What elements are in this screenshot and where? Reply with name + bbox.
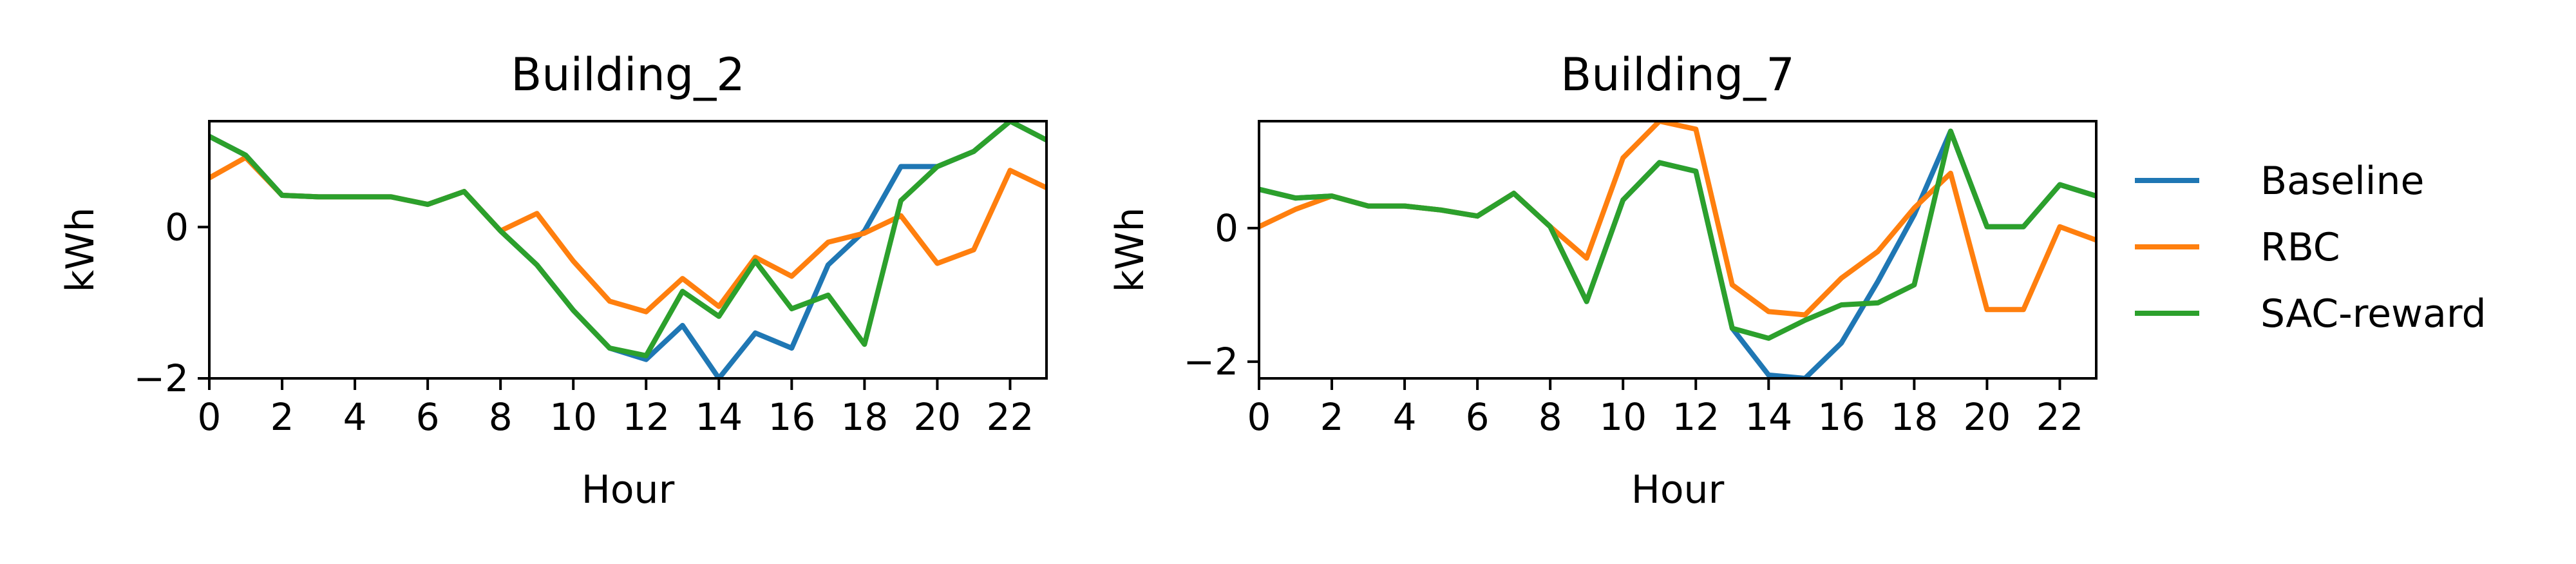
x-tick-label: 2 [1320,395,1344,439]
y-axis-label: kWh [58,207,103,292]
x-tick-label: 8 [489,395,513,439]
series-group [209,121,1046,378]
series-line-baseline [209,121,1046,378]
legend-label: Baseline [2260,159,2424,204]
chart-title: Building_2 [511,48,745,101]
x-tick-label: 18 [840,395,888,439]
chart-title: Building_7 [1560,48,1795,101]
x-tick-label: 4 [343,395,367,439]
x-tick-label: 16 [1817,395,1865,439]
x-tick-label: 12 [1672,395,1719,439]
series-line-sac-reward [209,121,1046,358]
x-axis-label: Hour [582,467,675,512]
x-tick-label: 12 [622,395,670,439]
x-tick-label: 20 [914,395,961,439]
x-tick-label: 10 [1599,395,1647,439]
x-tick-label: 2 [270,395,294,439]
x-tick-label: 6 [1466,395,1490,439]
x-tick-label: 14 [1745,395,1792,439]
x-tick-label: 16 [768,395,815,439]
x-axis-label: Hour [1631,467,1725,512]
legend: Baseline RBC SAC-reward [2135,159,2486,336]
y-tick-label: −2 [134,356,189,400]
x-tick-label: 14 [695,395,743,439]
y-tick-label: 0 [1215,206,1238,250]
x-tick-label: 8 [1539,395,1562,439]
y-tick-label: 0 [165,205,189,249]
x-tick-label: 22 [2036,395,2084,439]
x-tick-label: 10 [549,395,597,439]
series-line-rbc [1259,121,2096,318]
series-line-sac-reward [1259,128,2096,341]
x-tick-label: 18 [1890,395,1938,439]
legend-label: SAC-reward [2260,291,2486,336]
plot-frame [1258,120,2098,380]
y-axis-label: kWh [1108,207,1153,292]
x-tick-label: 22 [987,395,1034,439]
y-tick-label: −2 [1184,340,1239,384]
series-group [1259,121,2096,378]
x-tick-label: 0 [1247,395,1271,439]
legend-label: RBC [2260,225,2340,270]
x-tick-label: 6 [416,395,440,439]
x-tick-label: 20 [1964,395,2011,439]
x-tick-label: 4 [1393,395,1417,439]
x-tick-label: 0 [198,395,222,439]
plot-frame [208,120,1048,380]
